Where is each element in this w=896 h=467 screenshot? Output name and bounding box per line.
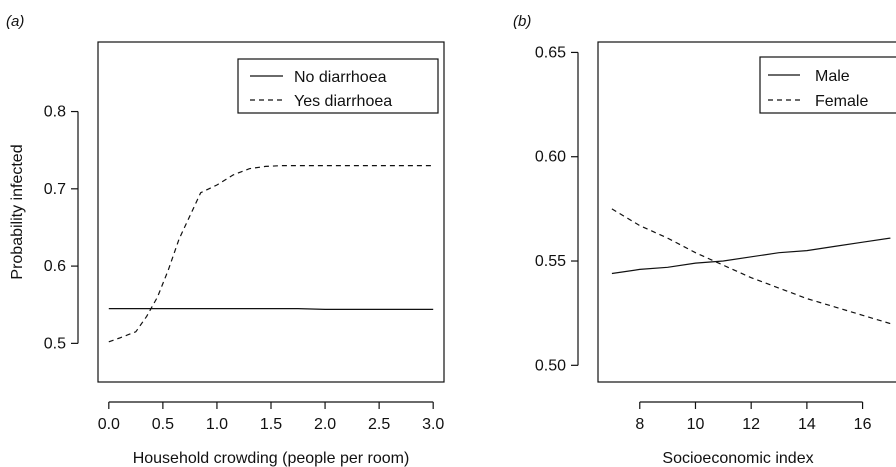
panel-a-x-axis-title: Household crowding (people per room) (133, 450, 410, 467)
panel-b: (b) 0.50 0.55 0.60 0.65 8 10 12 14 16 Socioecon… (513, 13, 896, 467)
panel-a-y-axis-title: Probability infected (9, 144, 26, 279)
panel-a-x-tick-label: 0.5 (152, 416, 174, 433)
panel-a-label: (a) (6, 13, 24, 30)
panel-a-y-tick-label: 0.5 (44, 335, 66, 352)
panel-a-y-axis: 0.5 0.6 0.7 0.8 (44, 104, 78, 353)
panel-b-y-tick-label: 0.60 (535, 149, 566, 166)
panel-a-x-tick-label: 0.0 (98, 416, 120, 433)
panel-b-x-tick-label: 16 (854, 416, 872, 433)
panel-b-x-axis-title: Socioeconomic index (662, 450, 813, 467)
panel-b-y-tick-label: 0.50 (535, 357, 566, 374)
panel-a: (a) 0.5 0.6 0.7 0.8 0.0 0.5 1.0 1.5 2.0 2.5 3.0 H… (6, 13, 444, 467)
panel-a-series-no-diarrhoea (109, 309, 433, 310)
panel-b-y-tick-label: 0.65 (535, 44, 566, 61)
panel-b-x-tick-label: 14 (798, 416, 816, 433)
panel-b-series (612, 209, 891, 324)
panel-b-y-tick-label: 0.55 (535, 253, 566, 270)
panel-a-y-tick-label: 0.7 (44, 181, 66, 198)
panel-b-series-female (612, 209, 891, 324)
panel-a-legend: No diarrhoea Yes diarrhoea (238, 59, 438, 113)
panel-b-legend: Male Female (760, 57, 896, 113)
panel-b-legend-label-female: Female (815, 93, 868, 110)
panel-b-x-tick-label: 10 (687, 416, 705, 433)
panel-b-x-axis: 8 10 12 14 16 (635, 402, 871, 433)
panel-a-x-axis: 0.0 0.5 1.0 1.5 2.0 2.5 3.0 (98, 402, 445, 433)
panel-b-series-male (612, 238, 891, 273)
panel-a-x-tick-label: 3.0 (422, 416, 444, 433)
panel-a-series-yes-diarrhoea (109, 166, 433, 342)
panel-b-label: (b) (513, 13, 531, 30)
panel-a-x-tick-label: 1.5 (260, 416, 282, 433)
panel-a-legend-label-yes-diarrhoea: Yes diarrhoea (294, 93, 392, 110)
panel-a-y-tick-label: 0.8 (44, 104, 66, 121)
panel-a-x-tick-label: 1.0 (206, 416, 228, 433)
panel-b-y-axis: 0.50 0.55 0.60 0.65 (535, 44, 578, 374)
panel-b-legend-label-male: Male (815, 68, 850, 85)
panel-a-x-tick-label: 2.0 (314, 416, 336, 433)
panel-a-y-tick-label: 0.6 (44, 258, 66, 275)
panel-b-x-tick-label: 8 (635, 416, 644, 433)
panel-a-x-tick-label: 2.5 (368, 416, 390, 433)
panel-b-x-tick-label: 12 (742, 416, 760, 433)
panel-a-series (109, 166, 433, 342)
panel-a-legend-label-no-diarrhoea: No diarrhoea (294, 69, 387, 86)
